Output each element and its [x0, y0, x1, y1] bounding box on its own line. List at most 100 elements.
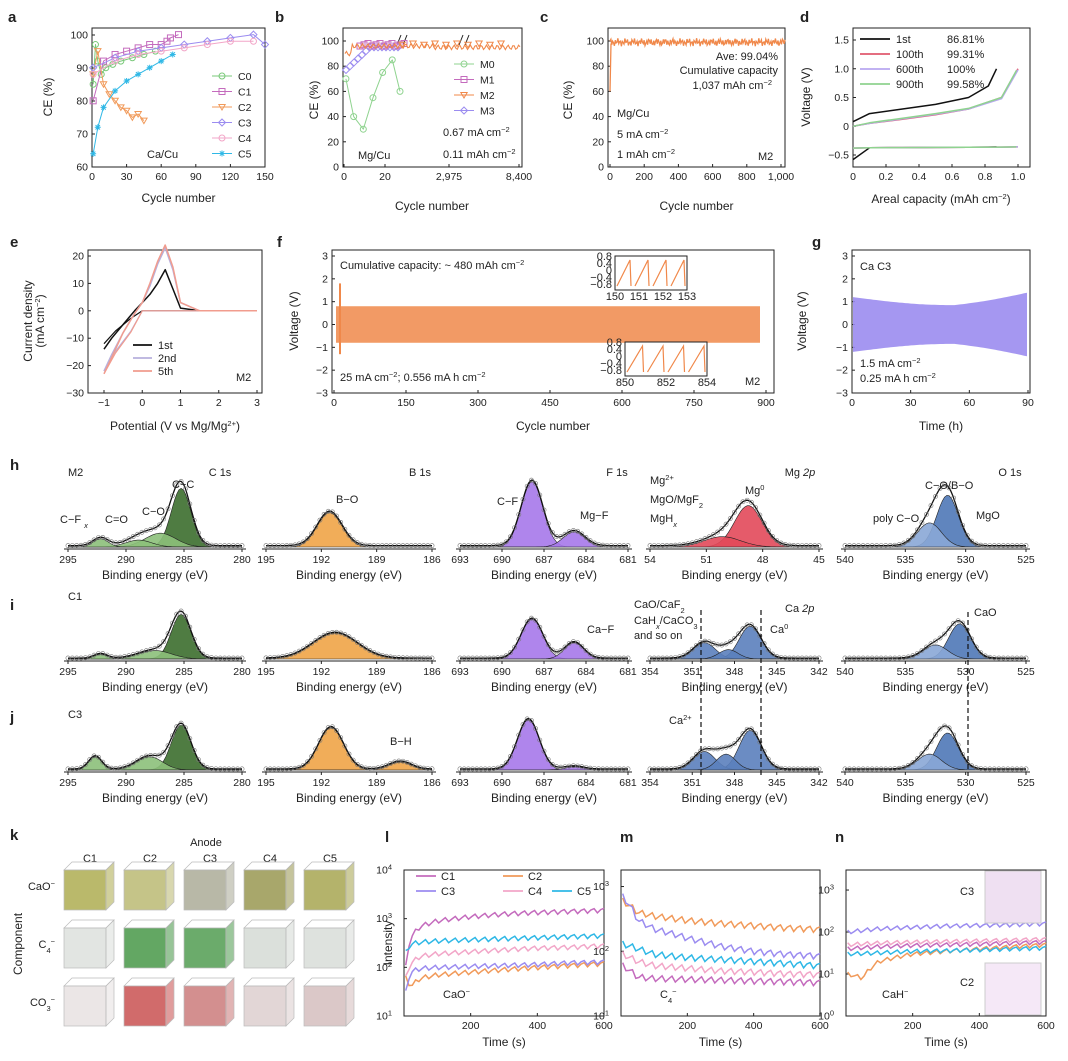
data-point-C1 — [100, 57, 108, 65]
x-tick-label: 0.4 — [912, 171, 927, 183]
panel-a-annotation: Ca/Cu — [147, 149, 178, 161]
legend-label-cycle: 900th — [896, 79, 924, 91]
xps-data-point — [892, 655, 898, 661]
xps-data-point — [851, 655, 857, 661]
xps-data-point — [915, 756, 920, 761]
voxel-cube-side — [105, 861, 115, 911]
xps-data-point — [346, 634, 352, 640]
xps-data-point — [165, 506, 171, 512]
series-C4-line — [622, 950, 821, 979]
data-point-M0 — [369, 94, 377, 102]
series-C5-line — [847, 945, 1047, 957]
charge-curve-0 — [852, 68, 998, 123]
y-axis-label: Current density — [21, 280, 35, 361]
peak-label: C−F x — [60, 514, 88, 530]
xps-data-point — [715, 529, 720, 535]
xps-data-point — [346, 751, 352, 757]
xps-data-point — [196, 646, 201, 652]
xps-data-point — [100, 535, 106, 540]
xps-data-point — [883, 655, 889, 661]
xps-data-point — [955, 509, 961, 515]
xps-data-point — [694, 642, 699, 648]
x-axis-label: Binding energy (eV) — [102, 791, 208, 805]
panel-e-annotation: M2 — [236, 372, 251, 384]
data-point-C1 — [89, 97, 97, 105]
x-tick-label: 0 — [849, 397, 855, 409]
xps-data-point — [847, 766, 852, 772]
data-point-C2 — [128, 114, 137, 122]
panel-c-axes — [607, 27, 786, 168]
x-tick-label: 0 — [139, 397, 145, 409]
x-tick-label: 345 — [768, 666, 786, 678]
voxel-cube-top — [243, 977, 295, 987]
peak-label: C−C — [172, 479, 194, 491]
y-tick-label: 60 — [592, 86, 604, 98]
panel-n-annotation: C3 — [960, 886, 974, 898]
label-part: −2 — [33, 298, 42, 307]
y-tick-label: 90 — [76, 63, 88, 75]
xps-data-point — [100, 651, 106, 656]
xps-data-point — [117, 765, 123, 771]
xps-data-point — [1000, 655, 1006, 661]
y-tick-label: 40 — [592, 111, 604, 123]
x-axis-label: Binding energy (eV) — [102, 568, 208, 582]
label-part: 4 — [46, 946, 50, 955]
xps-data-point — [689, 756, 695, 762]
xps-data-point — [412, 763, 418, 769]
legend-label-cycle: 100th — [896, 49, 924, 61]
xps-data-point — [896, 765, 902, 771]
label-part: −2 — [507, 147, 516, 156]
panel-c-annotation: Mg/Cu — [617, 108, 649, 120]
xps-data-point — [924, 644, 929, 650]
xps-data-point — [516, 636, 522, 642]
inset-y-tick: −0.4 — [600, 358, 622, 370]
panel-b-annotation: Mg/Cu — [358, 150, 390, 162]
xps-data-point — [566, 529, 572, 535]
x-tick-label: 684 — [577, 777, 595, 789]
xps-data-point — [371, 650, 377, 655]
xps-data-point — [874, 543, 880, 549]
xps-peak — [460, 531, 628, 548]
x-tick-label: 600 — [613, 397, 631, 409]
x-tick-label: 200 — [462, 1020, 480, 1032]
xps-data-point — [774, 764, 780, 770]
xps-data-point — [719, 642, 725, 648]
y-tick-label: 0 — [843, 121, 849, 133]
y-tick-label: 103 — [376, 911, 392, 926]
xps-data-point — [901, 655, 907, 661]
xps-data-point — [187, 624, 193, 630]
xps-data-point — [78, 765, 84, 771]
xps-data-point — [507, 650, 513, 656]
legend-label-C2: C2 — [528, 871, 542, 883]
label-part: 10 — [593, 1011, 605, 1023]
xps-data-point — [156, 522, 162, 528]
label-part: 10 — [818, 885, 830, 897]
xps-data-point — [757, 739, 763, 745]
data-point-M2 — [408, 40, 418, 48]
label-part: 2 — [699, 501, 703, 510]
x-tick-label: 1 — [178, 397, 184, 409]
data-point-M3 — [353, 54, 363, 63]
label-part: Ca — [669, 715, 684, 727]
xps-data-point — [130, 652, 136, 657]
y-axis-label: Component — [11, 912, 25, 975]
x-tick-label: 60 — [963, 397, 975, 409]
x-tick-label: 690 — [493, 666, 511, 678]
x-tick-label: 48 — [757, 554, 769, 566]
xps-data-point — [924, 511, 929, 517]
xps-data-point — [109, 539, 114, 545]
label-part: − — [51, 879, 56, 888]
legend-ce-value: 99.58% — [947, 79, 985, 91]
inset-x-tick: 852 — [657, 377, 675, 389]
xps-data-point — [512, 744, 517, 750]
label-part: 10 — [818, 1011, 830, 1023]
label-part: −2 — [660, 127, 669, 136]
legend-label-C3: C3 — [238, 118, 252, 130]
x-axis-label: Binding energy (eV) — [491, 568, 597, 582]
xps-data-point — [887, 543, 893, 548]
y-tick-label: 102 — [593, 943, 609, 958]
data-point-C2 — [116, 104, 125, 112]
legend-marker — [460, 60, 468, 68]
data-point-C4 — [89, 70, 97, 78]
xps-data-point — [200, 762, 206, 768]
